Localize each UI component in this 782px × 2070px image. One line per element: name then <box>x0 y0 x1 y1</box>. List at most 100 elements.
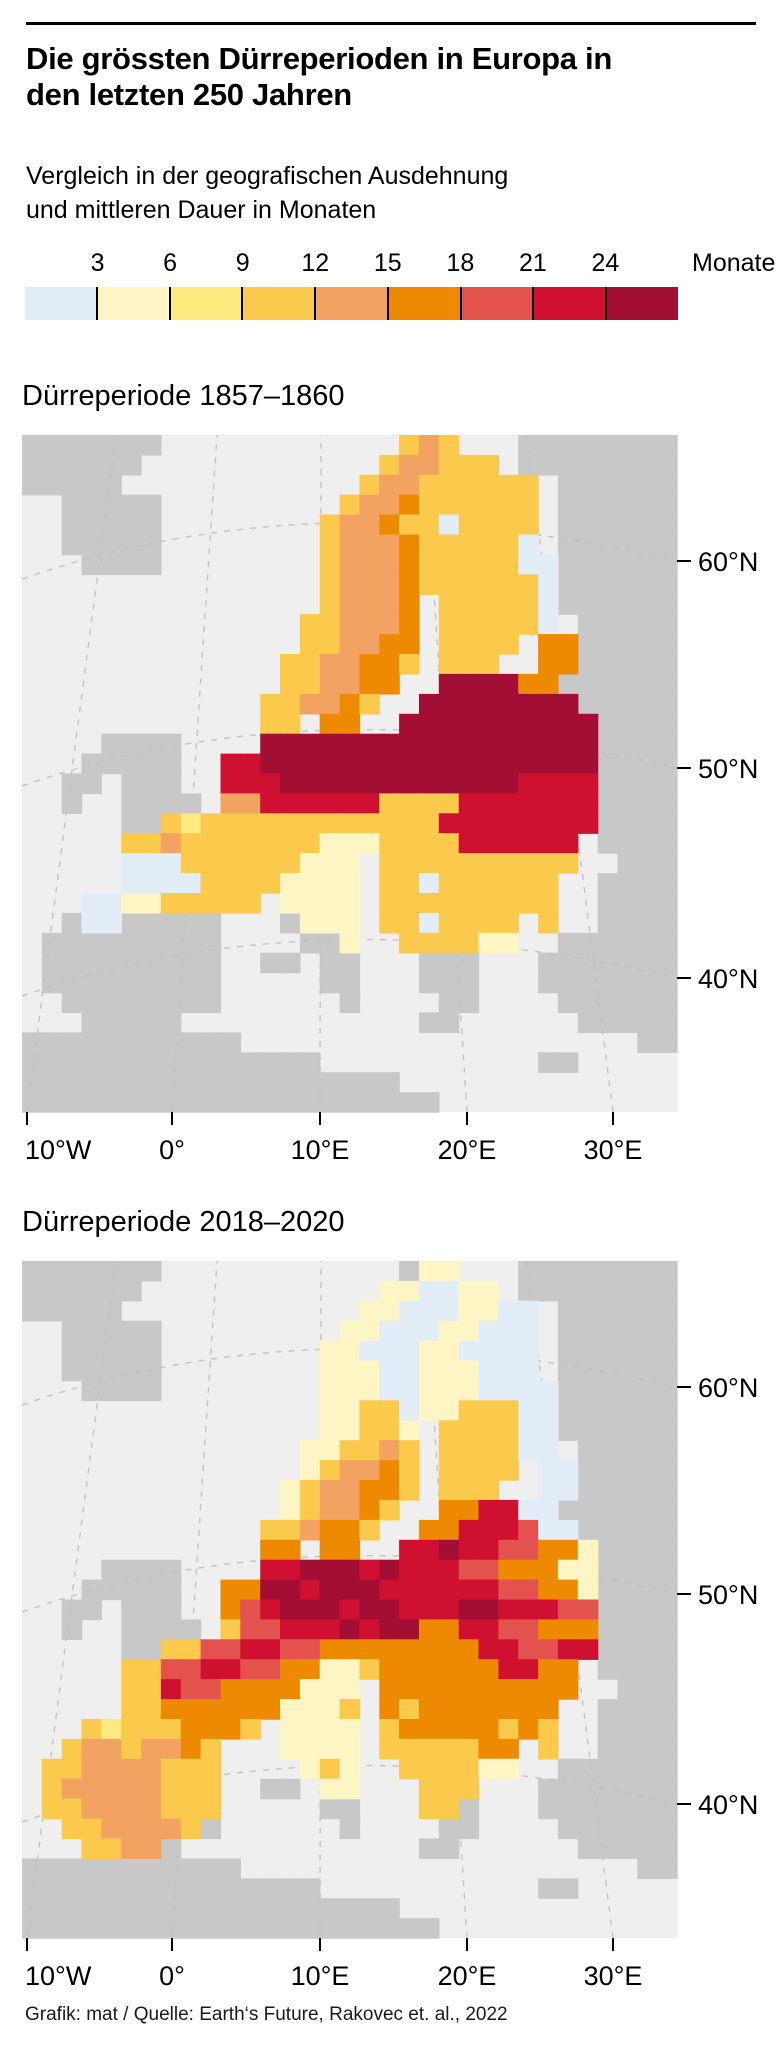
land-nodata-cell <box>141 554 162 576</box>
land-nodata-cell <box>160 912 182 934</box>
land-nodata-cell <box>101 1032 122 1053</box>
data-cell <box>458 693 480 715</box>
data-cell <box>538 1639 559 1660</box>
data-cell <box>160 1818 182 1840</box>
data-cell <box>577 813 599 834</box>
data-cell <box>359 1440 380 1461</box>
data-cell <box>359 1599 380 1621</box>
data-cell <box>280 773 301 795</box>
data-cell <box>458 1539 480 1561</box>
land-nodata-cell <box>637 833 658 854</box>
data-cell <box>220 753 241 775</box>
land-nodata-cell <box>617 753 638 775</box>
data-cell <box>379 554 400 576</box>
data-cell <box>557 1599 579 1621</box>
data-cell <box>299 1480 321 1501</box>
data-cell <box>359 514 380 536</box>
data-cell <box>379 833 400 854</box>
data-cell <box>280 713 301 735</box>
land-nodata-cell <box>141 514 162 536</box>
data-cell <box>478 673 499 695</box>
data-cell <box>538 594 559 615</box>
land-nodata-cell <box>240 1052 261 1073</box>
data-cell <box>557 753 579 775</box>
data-cell <box>299 654 321 675</box>
data-cell <box>220 833 241 854</box>
land-nodata-cell <box>657 1818 678 1840</box>
land-nodata-cell <box>637 1032 658 1053</box>
land-nodata-cell <box>61 972 83 994</box>
land-nodata-cell <box>637 673 658 695</box>
land-nodata-cell <box>81 454 102 476</box>
data-cell <box>379 634 400 655</box>
data-cell <box>478 713 499 735</box>
page-title-line2: den letzten 250 Jahren <box>26 77 352 112</box>
data-cell <box>339 793 361 814</box>
data-cell <box>438 693 460 715</box>
data-cell <box>379 594 400 615</box>
land-nodata-cell <box>657 1261 678 1282</box>
data-cell <box>399 813 420 834</box>
data-cell <box>319 1579 341 1601</box>
land-nodata-cell <box>597 793 619 814</box>
data-cell <box>438 654 460 675</box>
data-cell <box>478 654 499 675</box>
data-cell <box>399 1599 420 1621</box>
source-credit: Grafik: mat / Quelle: Earth‘s Future, Ra… <box>25 2004 508 2025</box>
data-cell <box>399 1679 420 1700</box>
land-nodata-cell <box>81 1032 102 1053</box>
land-nodata-cell <box>61 1340 83 1362</box>
land-nodata-cell <box>657 1719 678 1740</box>
land-nodata-cell <box>180 1072 202 1093</box>
data-cell <box>260 1539 281 1561</box>
land-nodata-cell <box>260 952 281 974</box>
data-cell <box>379 1659 400 1680</box>
data-cell <box>379 873 400 894</box>
data-cell <box>339 614 361 635</box>
data-cell <box>200 1659 222 1680</box>
land-nodata-cell <box>637 1499 658 1521</box>
data-cell <box>319 1460 341 1481</box>
data-cell <box>498 534 519 556</box>
land-nodata-cell <box>180 1032 202 1053</box>
land-nodata-cell <box>577 654 599 675</box>
data-cell <box>538 673 559 695</box>
data-cell <box>319 1559 341 1581</box>
lon-tick-label: 10°E <box>291 1961 350 1991</box>
land-nodata-cell <box>597 1699 619 1720</box>
data-cell <box>121 1838 142 1859</box>
land-nodata-cell <box>299 1092 321 1113</box>
land-nodata-cell <box>419 952 440 974</box>
land-nodata-cell <box>617 514 638 536</box>
land-nodata-cell <box>240 1072 261 1093</box>
land-nodata-cell <box>597 673 619 695</box>
land-nodata-cell <box>160 1559 182 1581</box>
land-nodata-cell <box>597 733 619 755</box>
data-cell <box>180 833 202 854</box>
land-nodata-cell <box>597 1798 619 1820</box>
data-cell <box>359 1579 380 1601</box>
data-cell <box>478 1340 499 1362</box>
land-nodata-cell <box>617 1619 638 1640</box>
data-cell <box>438 1579 460 1601</box>
data-cell <box>478 1559 499 1581</box>
legend-swatch <box>95 287 169 320</box>
data-cell <box>399 1320 420 1342</box>
data-cell <box>518 514 539 536</box>
legend-swatch <box>168 287 242 320</box>
land-nodata-cell <box>379 1898 400 1919</box>
data-cell <box>339 634 361 655</box>
data-cell <box>280 1679 301 1700</box>
data-cell <box>379 474 400 496</box>
land-nodata-cell <box>597 713 619 735</box>
data-cell <box>438 893 460 914</box>
land-nodata-cell <box>41 1878 63 1899</box>
data-cell <box>538 554 559 576</box>
land-nodata-cell <box>101 1052 122 1073</box>
legend-tick-label: 15 <box>373 249 402 277</box>
data-cell <box>200 1778 222 1800</box>
data-cell <box>260 713 281 735</box>
data-cell <box>260 1519 281 1541</box>
land-nodata-cell <box>538 952 559 974</box>
land-nodata-cell <box>260 1898 281 1919</box>
